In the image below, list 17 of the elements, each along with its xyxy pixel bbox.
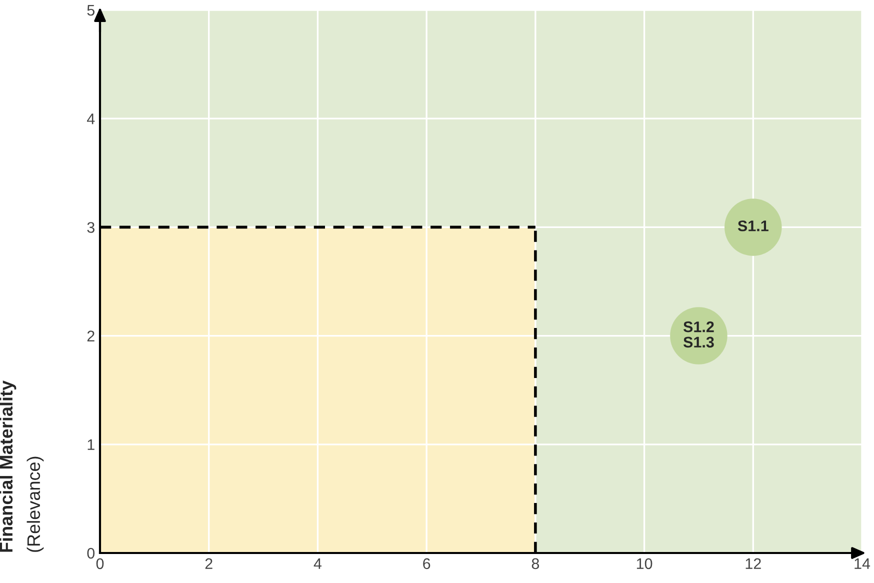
x-tick-label: 10 <box>636 558 652 570</box>
y-tick-label: 3 <box>87 222 94 233</box>
text: (Relevance) <box>26 456 44 552</box>
y-tick-label: 1 <box>88 439 94 450</box>
x-tick-label: 2 <box>205 558 212 569</box>
x-tick-label: 4 <box>314 558 322 569</box>
x-tick-label: 0 <box>96 558 104 570</box>
y-tick-label: 0 <box>87 548 95 559</box>
x-tick-label: 14 <box>854 558 870 569</box>
y-tick-label: 5 <box>87 5 94 16</box>
annotation: S1.1 <box>738 220 768 232</box>
x-tick-label: 6 <box>423 558 430 570</box>
annotation: S1.2 S1.3 <box>683 321 714 348</box>
x-tick-label: 12 <box>746 558 761 569</box>
x-tick-label: 8 <box>532 558 540 570</box>
y-tick-label: 2 <box>87 330 94 342</box>
y-tick-label: 4 <box>86 114 95 124</box>
